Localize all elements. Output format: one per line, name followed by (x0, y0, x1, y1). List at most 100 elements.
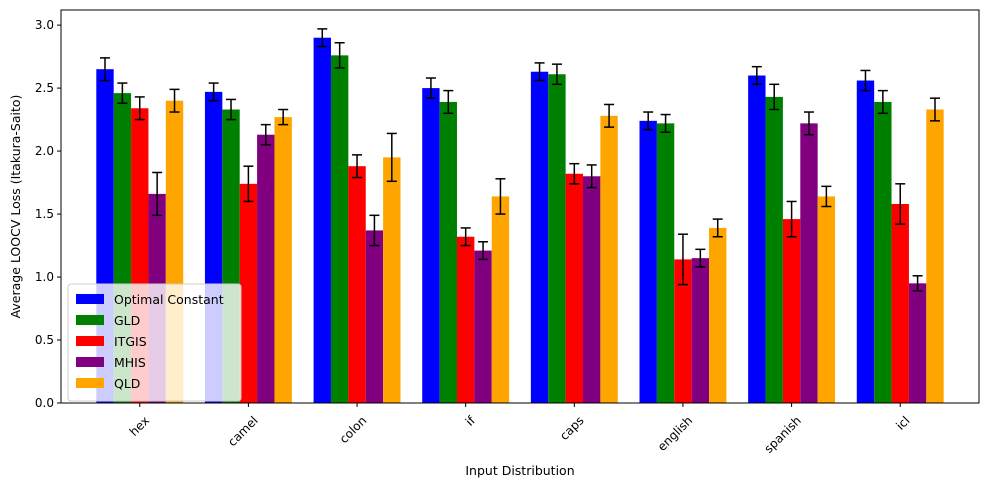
error-bar-itgis-hex (134, 96, 145, 121)
error-bar-mhis-camel (260, 123, 271, 146)
error-bar-optimal-constant-hex (99, 57, 110, 82)
error-bar-itgis-if (460, 227, 471, 247)
error-bar-itgis-icl (895, 183, 906, 225)
bar-itgis-camel (239, 183, 258, 403)
y-tick-label: 2.0 (35, 144, 54, 158)
bar-mhis-icl (908, 283, 927, 403)
bar-mhis-colon (365, 230, 384, 403)
error-bar-optimal-constant-camel (208, 82, 219, 102)
bar-itgis-english (674, 259, 692, 403)
bars-layer (96, 28, 944, 404)
bar-gld-spanish (765, 96, 783, 403)
error-bar-itgis-camel (243, 165, 254, 203)
error-bar-qld-spanish (821, 185, 832, 208)
legend-box (67, 283, 242, 402)
error-bar-gld-colon (334, 42, 345, 69)
error-bar-qld-caps (604, 103, 615, 128)
bar-qld-icl (926, 109, 944, 403)
error-bar-itgis-caps (569, 162, 580, 185)
error-bar-optimal-constant-colon (317, 28, 328, 48)
bar-optimal-constant-icl (856, 80, 875, 403)
bar-optimal-constant-if (422, 88, 440, 403)
error-bar-qld-hex (169, 88, 180, 113)
bar-itgis-spanish (782, 219, 801, 403)
legend-swatch (76, 336, 104, 346)
error-bar-qld-english (712, 218, 723, 238)
error-bar-optimal-constant-english (643, 111, 654, 131)
error-bar-mhis-caps (586, 164, 597, 189)
bar-gld-icl (874, 101, 892, 403)
error-bar-gld-english (660, 113, 671, 133)
x-tick-label-hex: hex (127, 413, 152, 438)
bar-qld-camel (274, 117, 292, 403)
error-bar-mhis-colon (369, 214, 380, 247)
legend-label: QLD (114, 376, 140, 391)
error-bar-qld-if (495, 178, 506, 215)
bar-optimal-constant-english (639, 120, 657, 403)
error-bar-itgis-english (677, 233, 688, 286)
y-tick-label: 3.0 (35, 18, 54, 32)
error-bar-mhis-hex (152, 171, 163, 217)
error-bar-optimal-constant-spanish (751, 65, 762, 86)
bar-optimal-constant-spanish (748, 75, 766, 403)
x-tick-label-spanish: spanish (761, 413, 803, 455)
bar-itgis-icl (891, 203, 909, 403)
bar-mhis-english (691, 258, 710, 403)
bar-gld-if (439, 101, 457, 403)
bar-qld-colon (383, 157, 401, 404)
error-bar-mhis-if (478, 241, 489, 261)
error-bar-itgis-colon (352, 154, 363, 179)
bar-mhis-if (474, 250, 492, 403)
bar-gld-colon (330, 55, 349, 403)
y-tick-label: 1.0 (35, 270, 54, 284)
y-tick-label: 0.5 (35, 333, 54, 347)
error-bar-gld-hex (117, 82, 128, 104)
y-tick-label: 0.0 (35, 396, 54, 410)
error-bar-qld-icl (930, 97, 941, 122)
y-axis-label: Average LOOCV Loss (Itakura-Saito) (8, 95, 23, 319)
error-bar-optimal-constant-caps (534, 62, 545, 82)
x-tick-label-if: if (463, 413, 479, 429)
bar-qld-caps (600, 115, 618, 403)
legend-swatch (76, 294, 104, 304)
x-tick-label-icl: icl (893, 413, 912, 432)
bar-optimal-constant-caps (530, 71, 549, 403)
bar-qld-if (491, 196, 510, 403)
error-bar-qld-colon (386, 132, 397, 183)
bar-optimal-constant-colon (313, 37, 331, 404)
bar-qld-spanish (817, 196, 836, 403)
error-bar-qld-camel (278, 108, 289, 126)
bar-itgis-colon (348, 166, 366, 403)
x-axis-label: Input Distribution (465, 463, 574, 478)
error-bar-gld-camel (226, 98, 237, 121)
legend: Optimal Constant GLD ITGIS MHIS QLD (67, 283, 242, 402)
legend-swatch (76, 378, 104, 388)
error-bar-optimal-constant-if (425, 77, 436, 99)
y-tick-label: 2.5 (35, 81, 54, 95)
error-bar-gld-caps (551, 63, 562, 86)
error-bar-mhis-icl (912, 275, 923, 292)
bar-mhis-caps (583, 176, 601, 403)
error-bar-mhis-spanish (803, 111, 814, 136)
y-tick-label: 1.5 (35, 207, 54, 221)
bar-qld-english (709, 227, 727, 403)
bar-mhis-spanish (800, 123, 818, 404)
legend-swatch (76, 357, 104, 367)
error-bar-itgis-spanish (786, 200, 797, 238)
bar-gld-caps (548, 74, 566, 404)
x-tick-label-english: english (655, 413, 695, 453)
x-tick-label-caps: caps (557, 413, 587, 443)
x-tick-label-camel: camel (225, 413, 261, 449)
legend-swatch (76, 315, 104, 325)
bar-itgis-if (456, 236, 475, 403)
plot-frame (60, 9, 980, 404)
error-bar-mhis-english (695, 248, 706, 268)
error-bar-gld-spanish (769, 83, 780, 111)
legend-label: ITGIS (114, 334, 147, 349)
bar-mhis-camel (257, 134, 275, 403)
error-bar-gld-if (443, 89, 454, 115)
legend-label: MHIS (114, 355, 146, 370)
error-bar-gld-icl (877, 89, 888, 115)
x-tick-label-colon: colon (337, 413, 370, 446)
error-bar-optimal-constant-icl (860, 69, 871, 92)
